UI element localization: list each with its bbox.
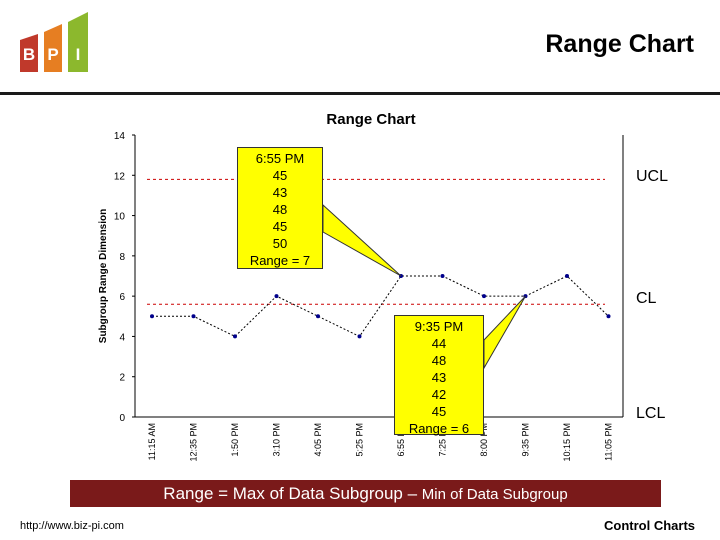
x-tick-label: 3:10 PM <box>272 423 282 457</box>
range-chart: Range Chart Subgroup Range Dimension 0 2 4… <box>98 111 624 462</box>
x-tick-label: 10:15 PM <box>562 423 572 462</box>
callout-value: 44 <box>431 336 447 351</box>
y-tick-label: 12 <box>114 171 126 182</box>
logo-block-b <box>20 34 38 72</box>
bpi-logo: B P I <box>20 12 88 72</box>
callout-range: Range = 6 <box>408 421 470 436</box>
x-tick-label: 11:05 PM <box>604 423 614 461</box>
formula-dash: – <box>402 484 422 503</box>
callout-6-55-pm: 6:55 PM 45 43 48 45 50 Range = 7 <box>237 147 323 269</box>
callout-value: 43 <box>272 185 288 200</box>
y-tick-label: 6 <box>119 292 125 303</box>
callout-pointer-2 <box>483 295 526 370</box>
callout-value: 42 <box>431 387 447 402</box>
callout-pointer-1 <box>322 203 402 277</box>
y-tick-label: 10 <box>114 212 126 223</box>
range-series <box>150 274 611 339</box>
ucl-label: UCL <box>636 168 669 185</box>
callout-value: 45 <box>272 219 288 234</box>
data-point <box>357 334 362 339</box>
data-point <box>150 314 154 319</box>
x-tick-label: 4:05 PM <box>313 423 323 457</box>
data-point <box>233 334 237 339</box>
chart-title: Range Chart <box>326 111 415 128</box>
range-formula-bar: Range = Max of Data Subgroup – Min of Da… <box>70 480 661 507</box>
callout-time: 6:55 PM <box>255 151 305 166</box>
x-tick-label: 9:35 PM <box>521 423 531 457</box>
formula-main: Range = Max of Data Subgroup <box>163 484 403 503</box>
data-point <box>191 314 196 319</box>
y-tick-label: 14 <box>114 131 126 142</box>
y-tick-label: 8 <box>119 252 125 263</box>
lcl-label: LCL <box>636 405 666 422</box>
footer-url: http://www.biz-pi.com <box>20 520 124 532</box>
data-point <box>482 294 486 299</box>
logo-letter-p: P <box>47 45 58 64</box>
callout-value: 45 <box>272 168 288 183</box>
formula-tail: Min of Data Subgroup <box>421 486 568 503</box>
logo-letter-i: I <box>76 45 81 64</box>
data-point <box>316 314 320 319</box>
callout-9-35-pm: 9:35 PM 44 48 43 42 45 Range = 6 <box>394 315 484 436</box>
logo-block-i <box>68 12 88 72</box>
x-tick-label: 12:35 PM <box>189 423 199 462</box>
data-point <box>565 274 569 278</box>
data-point <box>440 274 445 278</box>
callout-value: 43 <box>431 370 447 385</box>
x-ticks: 11:15 AM 12:35 PM 1:50 PM 3:10 PM 4:05 PM 5:2… <box>147 423 614 462</box>
y-axis-label: Subgroup Range Dimension <box>98 209 109 343</box>
callout-value: 50 <box>272 236 288 251</box>
x-tick-label: 7:25 PM <box>438 423 448 457</box>
logo-block-p <box>44 24 62 72</box>
y-tick-label: 2 <box>119 373 125 384</box>
title-divider <box>0 92 720 95</box>
x-tick-label: 1:50 PM <box>230 423 240 457</box>
slide-title: Range Chart <box>545 30 694 58</box>
series-line <box>152 275 609 338</box>
callout-value: 48 <box>431 353 447 368</box>
callout-value: 45 <box>431 404 447 419</box>
footer-label: Control Charts <box>604 518 695 533</box>
x-tick-label: 6:55 PM <box>396 423 406 457</box>
x-tick-label: 11:15 AM <box>147 423 157 460</box>
y-tick-label: 0 <box>119 413 125 424</box>
cl-label: CL <box>636 290 657 307</box>
callout-range: Range = 7 <box>249 253 311 268</box>
x-tick-label: 5:25 PM <box>355 423 365 457</box>
callout-value: 48 <box>272 202 288 217</box>
data-point <box>274 294 279 299</box>
x-tick-label: 8:00 PM <box>479 423 489 457</box>
logo-letter-b: B <box>23 45 35 64</box>
callout-time: 9:35 PM <box>414 319 464 334</box>
y-ticks: 0 2 4 6 8 10 12 14 <box>114 131 135 424</box>
data-point <box>606 314 611 319</box>
y-tick-label: 4 <box>119 332 125 343</box>
